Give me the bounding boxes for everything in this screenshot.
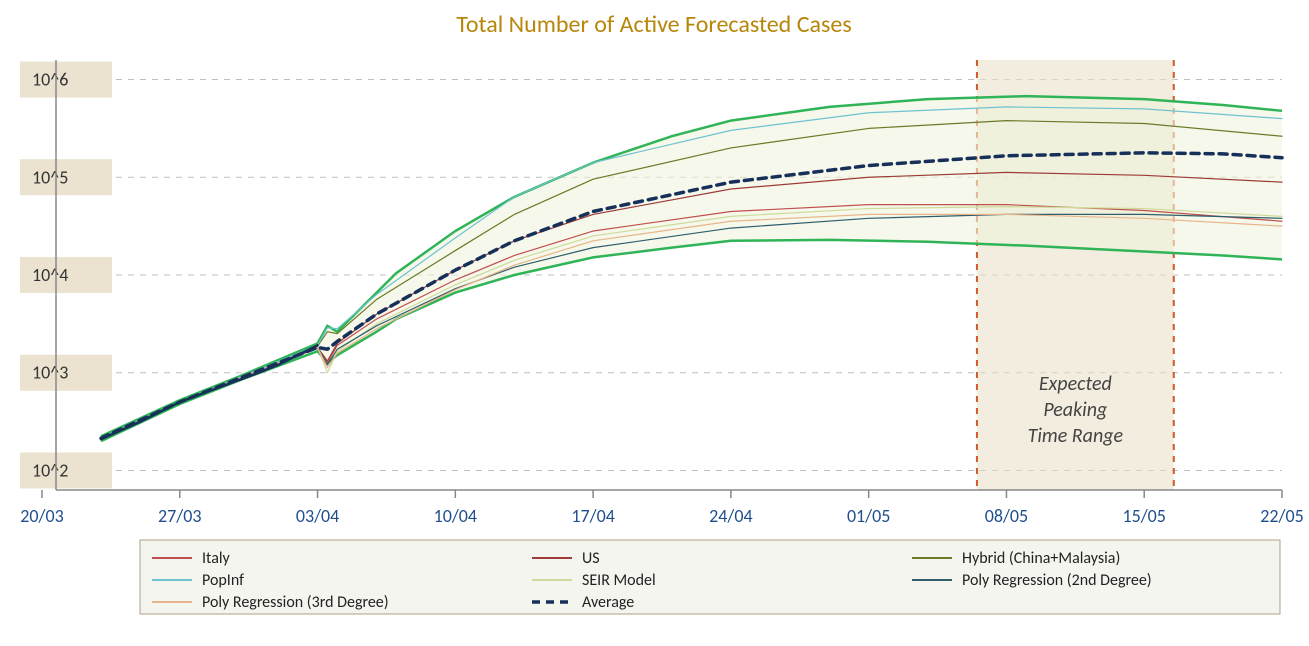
x-tick-label: 10/04 — [434, 505, 477, 527]
x-tick-label: 24/04 — [709, 505, 752, 527]
legend-label: Poly Regression (3rd Degree) — [202, 593, 389, 612]
x-tick-label: 01/05 — [847, 505, 890, 527]
x-tick-label: 17/04 — [571, 505, 614, 527]
plot-area: 10^2 10^3 10^4 10^5 10^6 ExpectedPeakingTime … — [20, 60, 1304, 527]
peak-band-label: Expected — [1039, 372, 1112, 396]
x-tick-label: 20/03 — [20, 505, 63, 527]
legend-label: SEIR Model — [582, 571, 656, 590]
y-tick-label: 10^6 — [32, 69, 68, 91]
y-tick-label: 10^4 — [32, 264, 68, 286]
chart-title: Total Number of Active Forecasted Cases — [456, 10, 851, 39]
forecast-chart: Total Number of Active Forecasted Cases … — [0, 0, 1309, 646]
x-tick-label: 15/05 — [1122, 505, 1165, 527]
y-tick-label: 10^5 — [32, 166, 68, 188]
peak-band-label: Peaking — [1043, 398, 1108, 422]
legend: Italy US Hybrid (China+Malaysia) PopInf SEIR… — [140, 540, 1280, 614]
x-tick-label: 08/05 — [985, 505, 1028, 527]
x-tick-label: 27/03 — [158, 505, 201, 527]
legend-label: Hybrid (China+Malaysia) — [962, 549, 1120, 568]
legend-label: Italy — [202, 549, 231, 568]
y-tick-label: 10^2 — [32, 459, 68, 481]
x-tick-label: 03/04 — [296, 505, 339, 527]
peak-band-label: Time Range — [1028, 424, 1124, 448]
y-tick-label: 10^3 — [32, 362, 68, 384]
legend-label: Average — [582, 593, 634, 612]
legend-label: PopInf — [202, 571, 244, 590]
legend-label: US — [582, 549, 600, 568]
legend-label: Poly Regression (2nd Degree) — [962, 571, 1152, 590]
x-tick-label: 22/05 — [1260, 505, 1303, 527]
